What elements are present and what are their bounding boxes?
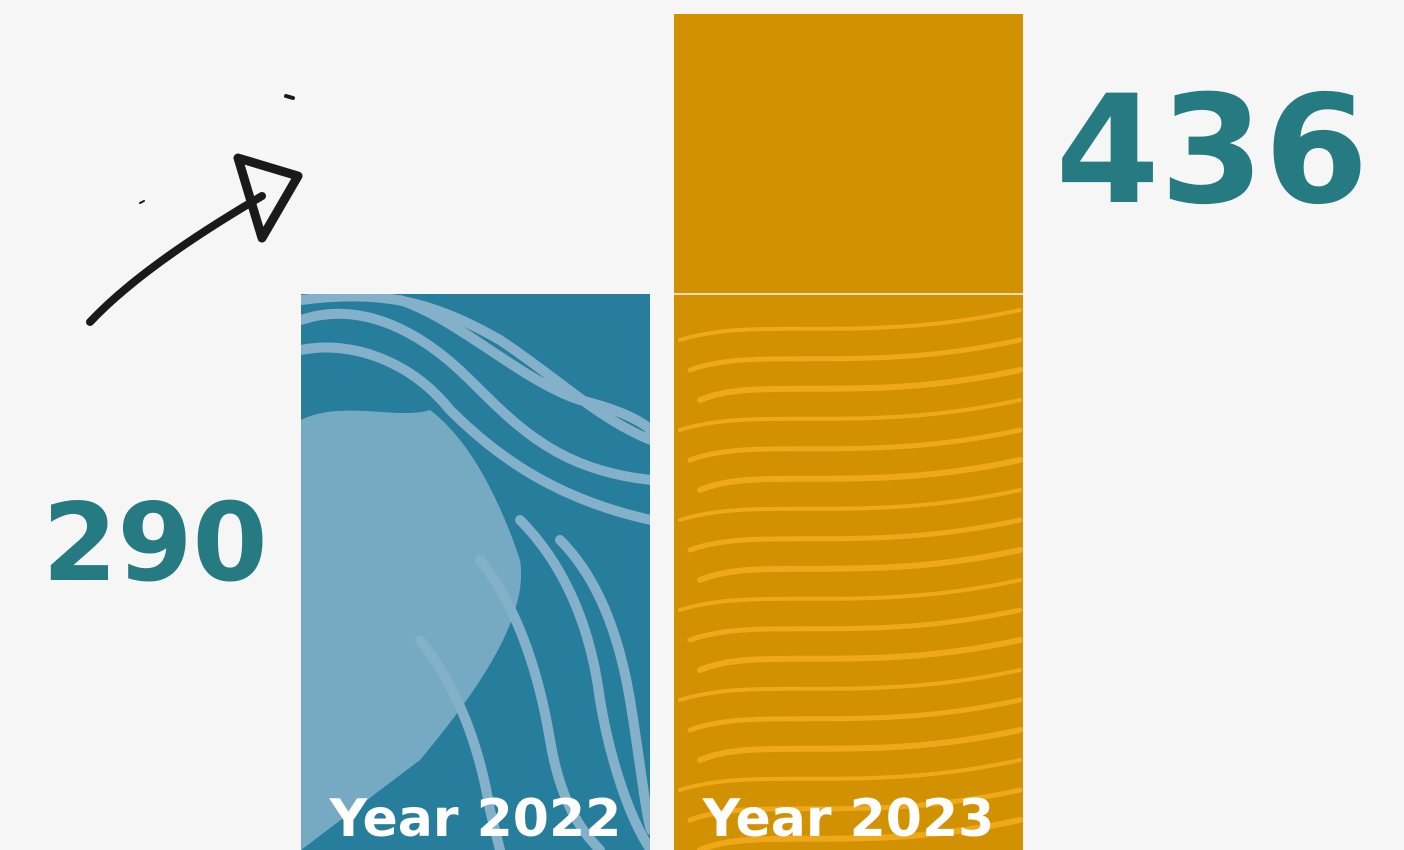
bar-year-2022 — [301, 293, 650, 850]
bars-layer — [301, 14, 1023, 850]
category-label: Year 2023 — [702, 789, 995, 849]
value-label-2023: 436 — [1055, 64, 1368, 238]
category-label: Year 2022 — [329, 789, 622, 849]
labels-layer: Year 2022 Year 2023 290 436 — [42, 64, 1368, 849]
bar-texture — [301, 293, 650, 850]
value-label-2022: 290 — [42, 481, 267, 606]
hand-drawn-up-right-arrow-icon — [86, 94, 303, 326]
bar-year-2023 — [674, 14, 1023, 850]
bar-fill — [674, 14, 1023, 850]
bar-texture — [678, 308, 1023, 850]
